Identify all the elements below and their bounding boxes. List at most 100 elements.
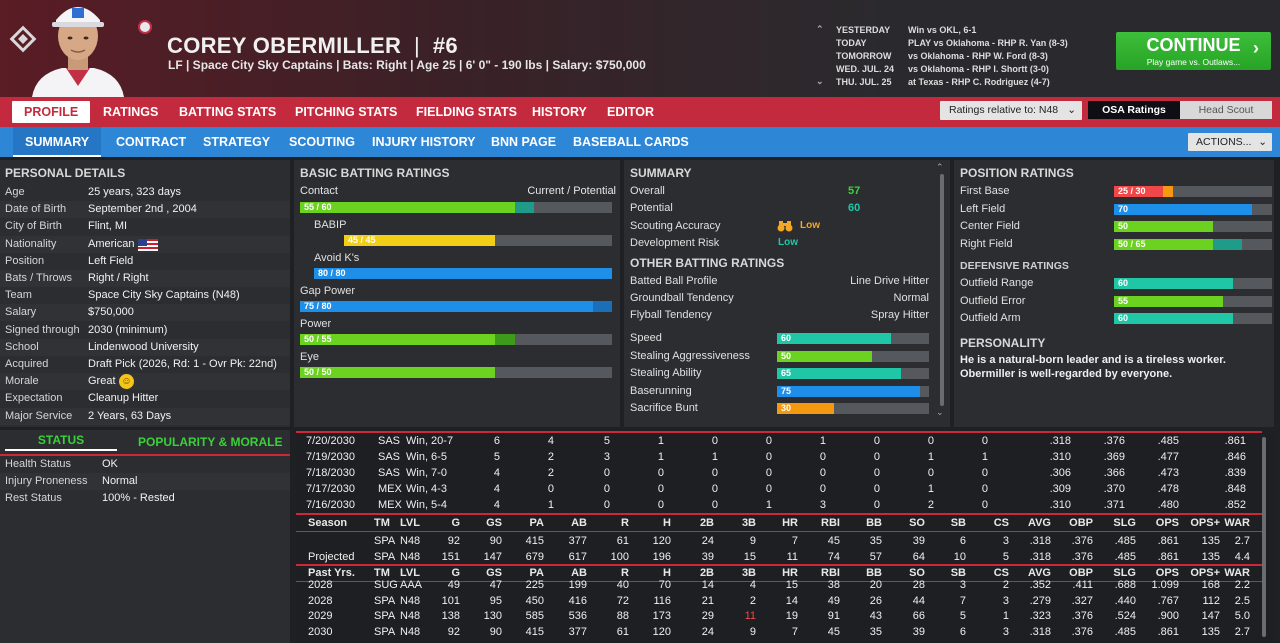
season-header-row[interactable]: Season TM LVL G GS PA AB R H 2B 3B HR RBI BB SO SB CS AVG…	[296, 516, 1262, 532]
tab-popularity-morale[interactable]: POPULARITY & MORALE	[138, 435, 283, 449]
stat-cell: 7/20/2030	[306, 435, 355, 447]
chevron-up-icon[interactable]: ⌃	[816, 24, 824, 34]
past-season-row[interactable]: 2028 SPA N48 101 95 450 416 72 116 21 2 14 49 26 44 7 3.…	[296, 594, 1262, 610]
stat-cell: TM	[374, 567, 390, 579]
actions-dropdown[interactable]: ACTIONS... ⌄	[1188, 133, 1272, 151]
stat-cell: 7	[791, 535, 798, 547]
team-logo-icon[interactable]	[138, 20, 152, 34]
past-season-row[interactable]: 2028 SUG AAA 49 47 225 199 40 70 14 4 15 38 20 28 3 2.35…	[296, 578, 1262, 594]
schedule-row[interactable]: TODAY PLAY vs Oklahoma - RHP R. Yan (8-3)	[836, 37, 1068, 48]
schedule-row[interactable]: WED. JUL. 24 vs Oklahoma - RHP I. Shortt …	[836, 63, 1049, 74]
osa-ratings-toggle[interactable]: OSA Ratings	[1088, 101, 1180, 119]
summary-scrollbar[interactable]	[940, 174, 944, 406]
stat-cell: H	[663, 517, 671, 529]
tab-editor[interactable]: EDITOR	[607, 105, 654, 119]
game-log-row[interactable]: 7/19/2030 SAS Win, 6-5 5 2 3 1 1 0 0 0 1 1 .310 .369 .4…	[296, 450, 1262, 466]
detail-row: Major Service 2 Years, 63 Days	[0, 407, 290, 425]
current-fill	[777, 368, 901, 379]
tab-bnn-page[interactable]: BNN PAGE	[491, 135, 557, 149]
detail-value: $750,000	[88, 306, 134, 319]
chevron-up-icon[interactable]: ⌃	[936, 162, 944, 172]
tab-profile[interactable]: PROFILE	[12, 101, 91, 123]
baserunning-label: Sacrifice Bunt	[630, 402, 698, 414]
stat-cell: 196	[652, 551, 671, 563]
current-fill	[300, 334, 495, 345]
game-log-row[interactable]: 7/17/2030 MEX Win, 4-3 4 0 0 0 0 0 0 0 1 0 .309 .370 .4…	[296, 482, 1262, 498]
chevron-down-icon[interactable]: ⌄	[936, 407, 944, 417]
tab-baseball-cards[interactable]: BASEBALL CARDS	[573, 135, 689, 149]
head-scout-toggle[interactable]: Head Scout	[1180, 101, 1272, 119]
schedule-row[interactable]: ⌃ YESTERDAY Win vs OKL, 6-1	[816, 24, 977, 35]
stat-cell: 19	[785, 610, 798, 623]
detail-value[interactable]: Space City Sky Captains (N48)	[88, 289, 240, 302]
personality-text: He is a natural-born leader and is a tir…	[960, 354, 1226, 380]
stat-cell: BB	[866, 567, 882, 579]
stat-cell: 74	[827, 551, 840, 563]
stat-cell: GS	[486, 517, 502, 529]
stat-cell: 0	[765, 435, 772, 447]
game-log-row[interactable]: 7/20/2030 SAS Win, 20-7 6 4 5 1 0 0 1 0 0 0 .318 .376.…	[296, 434, 1262, 450]
tab-scouting[interactable]: SCOUTING	[289, 135, 355, 149]
stat-cell: 92	[447, 626, 460, 639]
baserunning-label: Stealing Aggressiveness	[630, 349, 750, 362]
stat-cell: .440	[1114, 594, 1136, 607]
stat-cell: .480	[1157, 499, 1179, 511]
stat-cell: 0	[657, 467, 664, 479]
past-header-row[interactable]: Past Yrs. TM LVL G GS PA AB R H 2B 3B HR RBI BB SO SB CS…	[296, 566, 1262, 582]
stat-cell: 138	[441, 610, 460, 623]
position-rating-bar: 70	[1114, 203, 1272, 215]
rating-value: 75 / 80	[304, 301, 332, 311]
tab-strategy[interactable]: STRATEGY	[203, 135, 271, 149]
baserunning-bar: 50	[777, 350, 929, 362]
past-season-row[interactable]: 2029 SPA N48 138 130 585 536 88 173 29 11 19 91 43 66 5…	[296, 609, 1262, 625]
stat-cell: .861	[1157, 626, 1179, 639]
stat-cell: .688	[1114, 579, 1136, 591]
detail-value: American	[88, 237, 135, 250]
tab-status[interactable]: STATUS	[5, 433, 117, 451]
tab-pitching-stats[interactable]: PITCHING STATS	[295, 105, 398, 119]
stat-cell: AB	[571, 517, 587, 529]
position-label: Right Field	[960, 237, 1013, 250]
stat-cell: 617	[568, 551, 587, 563]
tab-contract[interactable]: CONTRACT	[116, 135, 187, 149]
stat-cell: N48	[400, 594, 421, 607]
season-row[interactable]: SPA N48 92 90 415 377 61 120 24 9 7 45 35 39 6 3 .318 .37…	[296, 534, 1262, 550]
baserunning-bar: 60	[777, 333, 929, 344]
stat-cell: 0	[603, 499, 610, 511]
tab-fielding-stats[interactable]: FIELDING STATS	[416, 105, 517, 119]
defensive-label: Outfield Range	[960, 277, 1034, 289]
schedule-row[interactable]: TOMORROW vs Oklahoma - RHP W. Ford (8-3)	[836, 50, 1048, 61]
stat-cell: 43	[869, 610, 882, 623]
tab-ratings[interactable]: RATINGS	[103, 105, 159, 119]
stat-cell: SPA	[374, 535, 396, 547]
stat-cell: SB	[950, 517, 966, 529]
ratings-relative-select[interactable]: Ratings relative to: N48 ⌄	[940, 101, 1082, 120]
continue-button[interactable]: CONTINUE Play game vs. Outlaws... ›	[1116, 32, 1271, 70]
tab-summary[interactable]: SUMMARY	[13, 127, 102, 157]
baserunning-label: Speed	[630, 332, 662, 344]
stats-scrollbar[interactable]	[1262, 437, 1266, 637]
stat-cell: 147	[483, 551, 502, 563]
tab-injury-history[interactable]: INJURY HISTORY	[372, 135, 476, 149]
stat-cell: 28	[912, 579, 925, 591]
stat-cell: 11	[744, 610, 756, 623]
past-season-row[interactable]: 2030 SPA N48 92 90 415 377 61 120 24 9 7 45 35 39 6 3 .31…	[296, 625, 1262, 641]
tab-batting-stats[interactable]: BATTING STATS	[179, 105, 277, 119]
current-fill	[1114, 203, 1253, 215]
game-log-row[interactable]: 7/18/2030 SAS Win, 7-0 4 2 0 0 0 0 0 0 0 0 .306 .366 .4…	[296, 466, 1262, 482]
schedule-row[interactable]: ⌄ THU. JUL. 25 at Texas - RHP C. Rodriguez…	[816, 76, 1050, 87]
chevron-down-icon[interactable]: ⌄	[816, 76, 824, 86]
stat-cell: 0	[819, 483, 826, 495]
stat-cell: 0	[981, 435, 988, 447]
season-row[interactable]: Projected SPA N48 151 147 679 617 100 196 39 15 11 7…	[296, 550, 1262, 566]
current-fill	[1114, 295, 1223, 307]
tab-history[interactable]: HISTORY	[532, 105, 587, 119]
game-logo-icon[interactable]	[8, 24, 38, 54]
game-log-row[interactable]: 7/16/2030 MEX Win, 5-4 4 1 0 0 0 1 3 0 2 0 .310 .371 .4…	[296, 498, 1262, 514]
stat-cell: H	[663, 567, 671, 579]
stat-cell: N48	[400, 535, 421, 547]
stat-cell: 64	[912, 551, 925, 563]
stat-cell: 7	[791, 626, 798, 639]
stat-cell: 5	[959, 610, 966, 623]
stat-cell: 14	[785, 594, 798, 607]
